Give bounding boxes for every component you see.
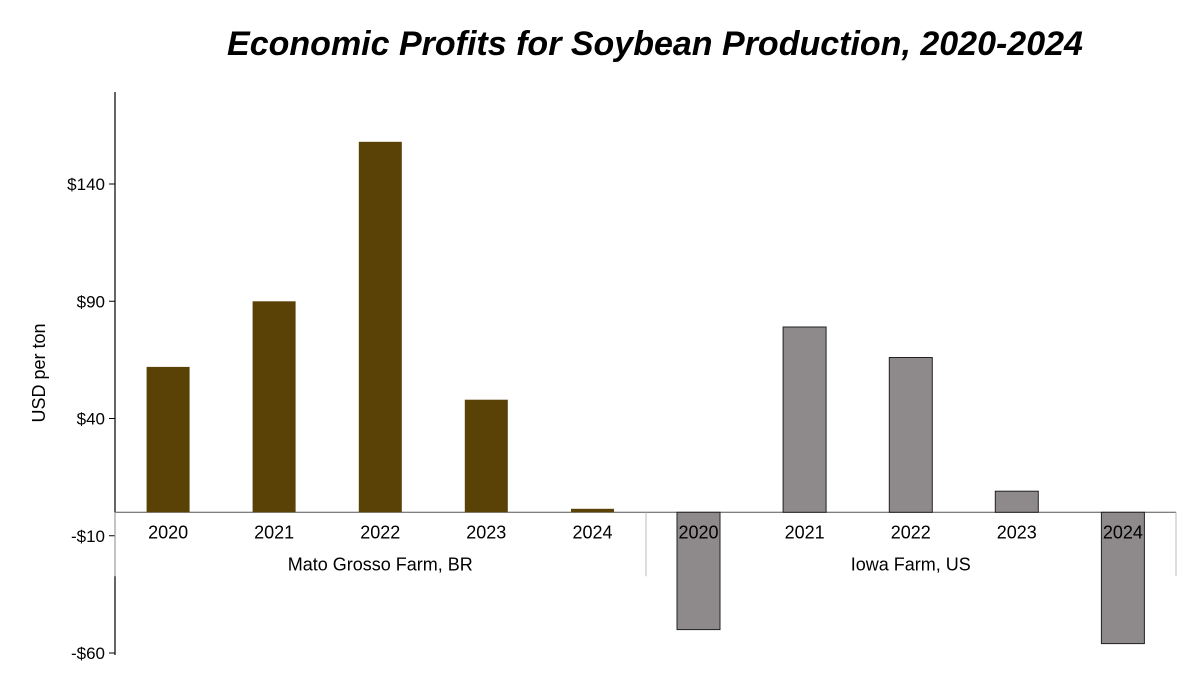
x-tick-label: 2021 [254, 522, 294, 542]
bar [571, 508, 614, 513]
y-tick-label: -$10 [71, 527, 105, 546]
bar [464, 399, 508, 513]
y-tick-label: $140 [67, 175, 105, 194]
bar [994, 490, 1039, 513]
group-label: Iowa Farm, US [851, 554, 971, 574]
chart-title: Economic Profits for Soybean Production,… [227, 25, 1083, 63]
group-label: Mato Grosso Farm, BR [288, 554, 473, 574]
axes: -$60 -$10 $40 $90 $140 [67, 92, 1177, 663]
category-labels: 2020 2021 2022 2023 2024 Mato Grosso Farm, BR… [148, 522, 1143, 574]
y-tick-label: $90 [77, 292, 105, 311]
x-tick-label: 2023 [997, 522, 1037, 542]
x-tick-label: 2024 [572, 522, 612, 542]
x-tick-label: 2020 [148, 522, 188, 542]
bar [888, 357, 933, 513]
x-tick-label: 2020 [678, 522, 718, 542]
x-tick-label: 2022 [891, 522, 931, 542]
bar [358, 141, 402, 513]
y-tick-label: $40 [77, 410, 105, 429]
bar [146, 366, 190, 513]
x-tick-label: 2022 [360, 522, 400, 542]
bar [252, 301, 296, 513]
x-tick-label: 2021 [785, 522, 825, 542]
bar [1100, 511, 1145, 645]
y-axis-label: USD per ton [29, 323, 49, 422]
y-tick-label: -$60 [71, 644, 105, 663]
bar [782, 326, 827, 513]
x-tick-label: 2023 [466, 522, 506, 542]
bars [146, 141, 1145, 645]
x-tick-label: 2024 [1103, 522, 1143, 542]
bar [676, 511, 721, 631]
